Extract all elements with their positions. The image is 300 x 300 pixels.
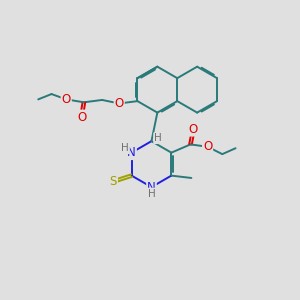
Text: H: H [148, 189, 155, 199]
Text: O: O [203, 140, 212, 153]
Text: H: H [154, 133, 162, 143]
Text: H: H [121, 143, 129, 153]
Text: O: O [115, 97, 124, 110]
Text: N: N [127, 146, 136, 159]
Text: O: O [61, 93, 71, 106]
Text: O: O [77, 110, 86, 124]
Text: N: N [147, 181, 156, 194]
Text: S: S [110, 175, 117, 188]
Text: O: O [189, 123, 198, 136]
